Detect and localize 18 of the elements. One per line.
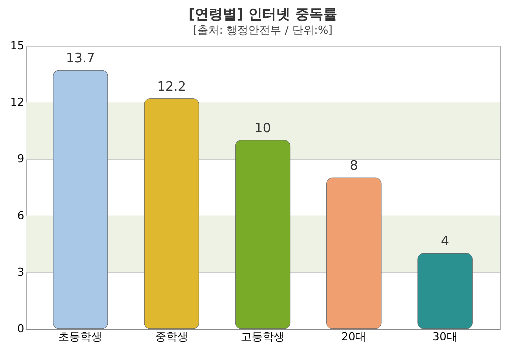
x-tick-label: 초등학생 [58,330,103,344]
y-tick-label: 15 [10,40,24,52]
x-tick-label: 중학생 [155,330,188,344]
data-label: 12.2 [157,80,186,95]
data-label: 13.7 [66,52,96,67]
data-label: 4 [441,234,450,250]
y-tick-label: 3 [18,266,24,279]
x-tick-label: 고등학생 [241,330,285,344]
chart-subtitle: [출처: 행정안전부 / 단위:%] [193,24,333,37]
x-tick-label: 30대 [432,330,458,344]
data-label: 10 [254,121,272,136]
chart-title: [연령별] 인터넷 중독률 [188,7,338,23]
y-tick-label: 9 [18,152,24,166]
y-tick-label: 12 [10,96,24,110]
data-label: 8 [350,159,358,174]
y-tick-label: 6 [18,209,24,222]
x-tick-label: 20대 [342,330,367,344]
y-tick-label: 0 [18,322,24,336]
